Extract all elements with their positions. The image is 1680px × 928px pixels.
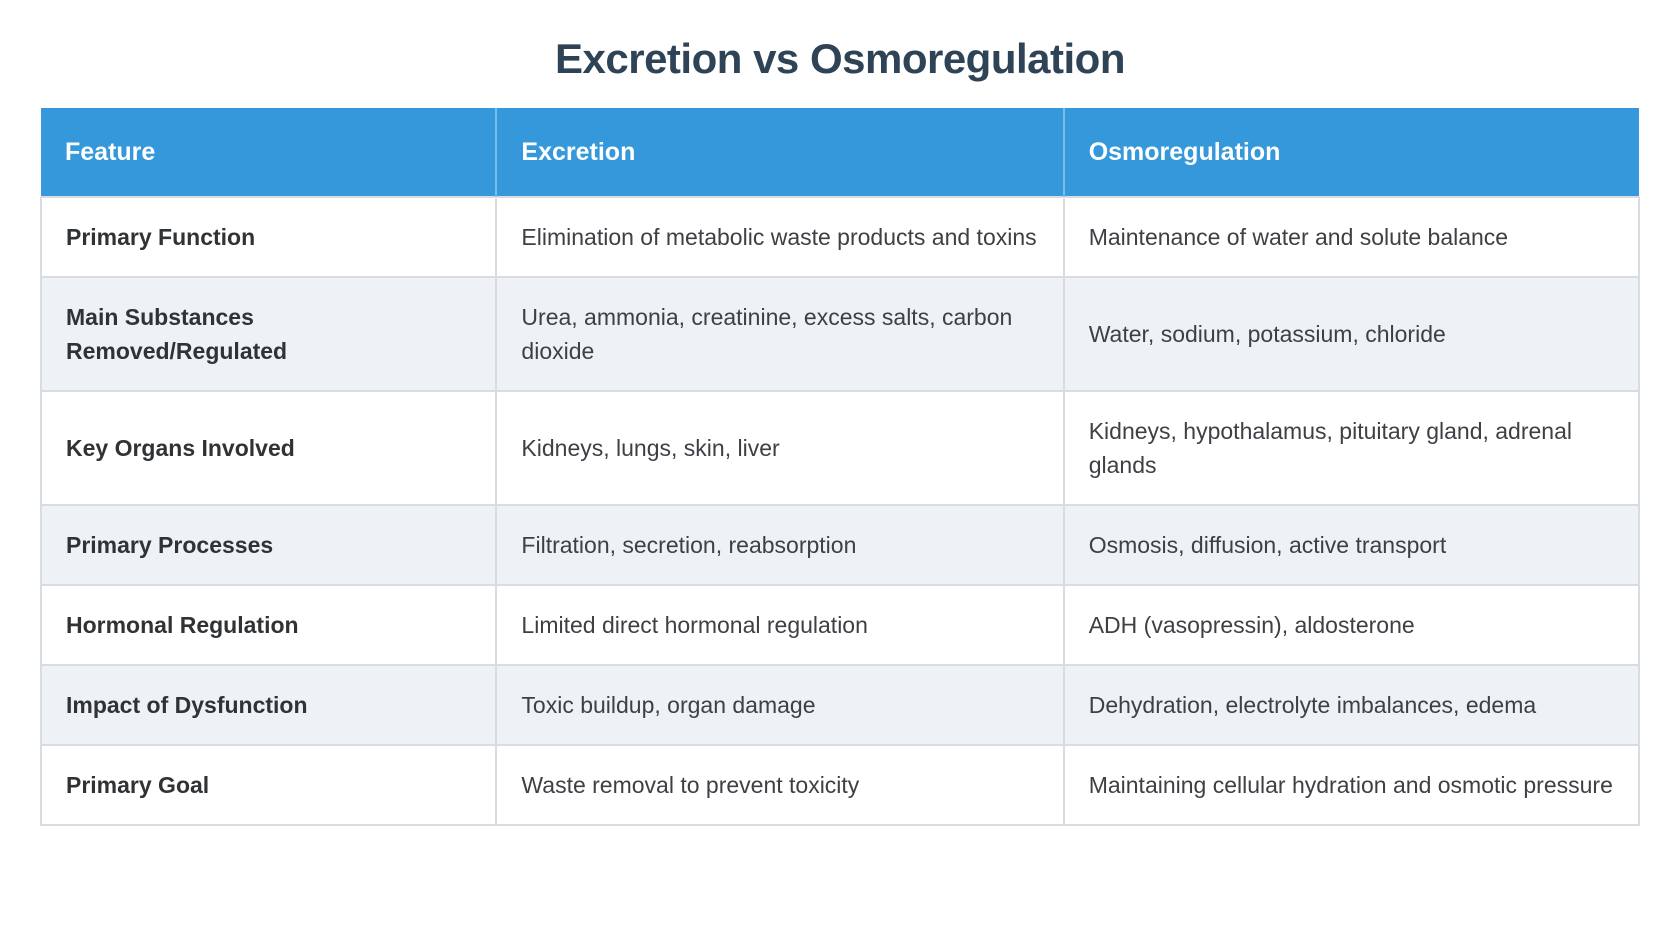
cell-osmoregulation: Dehydration, electrolyte imbalances, ede… xyxy=(1062,664,1641,746)
cell-excretion: Limited direct hormonal regulation xyxy=(495,584,1065,666)
cell-excretion: Filtration, secretion, reabsorption xyxy=(495,504,1065,586)
column-header-excretion: Excretion xyxy=(496,108,1065,197)
cell-osmoregulation: Kidneys, hypothalamus, pituitary gland, … xyxy=(1062,390,1641,506)
cell-osmoregulation: Osmosis, diffusion, active transport xyxy=(1062,504,1641,586)
cell-feature: Main Substances Removed/Regulated xyxy=(39,276,498,392)
column-header-osmoregulation: Osmoregulation xyxy=(1063,108,1639,197)
table-row: Main Substances Removed/Regulated Urea, … xyxy=(39,276,1641,392)
column-header-feature: Feature xyxy=(41,108,498,197)
cell-osmoregulation: ADH (vasopressin), aldosterone xyxy=(1062,584,1641,666)
table-row: Primary Function Elimination of metaboli… xyxy=(39,196,1641,278)
cell-feature: Primary Processes xyxy=(39,504,498,586)
cell-osmoregulation: Maintenance of water and solute balance xyxy=(1062,196,1641,278)
cell-feature: Primary Function xyxy=(39,196,498,278)
cell-feature: Impact of Dysfunction xyxy=(39,664,498,746)
page-title: Excretion vs Osmoregulation xyxy=(555,35,1126,82)
cell-feature: Primary Goal xyxy=(39,744,498,826)
cell-osmoregulation: Water, sodium, potassium, chloride xyxy=(1062,276,1641,392)
cell-feature: Hormonal Regulation xyxy=(39,584,498,666)
table-row: Key Organs Involved Kidneys, lungs, skin… xyxy=(39,390,1641,506)
cell-excretion: Waste removal to prevent toxicity xyxy=(495,744,1065,826)
comparison-table: Feature Excretion Osmoregulation Primary… xyxy=(39,108,1641,826)
cell-excretion: Kidneys, lungs, skin, liver xyxy=(495,390,1065,506)
cell-feature: Key Organs Involved xyxy=(39,390,498,506)
table-row: Hormonal Regulation Limited direct hormo… xyxy=(39,584,1641,666)
table-header-row: Feature Excretion Osmoregulation xyxy=(41,108,1639,197)
cell-excretion: Urea, ammonia, creatinine, excess salts,… xyxy=(495,276,1065,392)
cell-excretion: Elimination of metabolic waste products … xyxy=(495,196,1065,278)
table-row: Impact of Dysfunction Toxic buildup, org… xyxy=(39,664,1641,746)
table-row: Primary Processes Filtration, secretion,… xyxy=(39,504,1641,586)
table-row: Primary Goal Waste removal to prevent to… xyxy=(39,744,1641,826)
cell-osmoregulation: Maintaining cellular hydration and osmot… xyxy=(1062,744,1641,826)
cell-excretion: Toxic buildup, organ damage xyxy=(495,664,1065,746)
